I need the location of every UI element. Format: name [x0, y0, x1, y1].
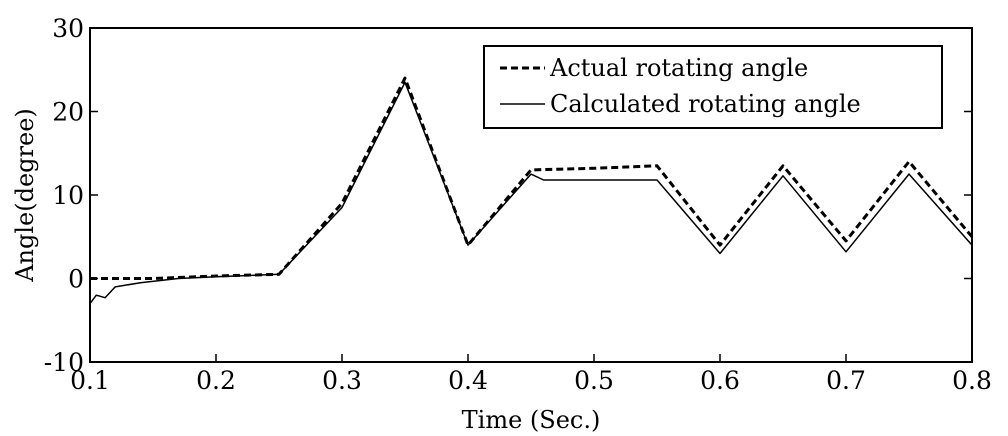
y-tick-label: 20 [52, 98, 84, 127]
series-line-calculated-rotating-angle [89, 81, 973, 305]
series-lines [89, 76, 974, 305]
x-tick-label: 0.3 [322, 366, 362, 395]
legend-box [483, 45, 943, 129]
x-tick-label: 0.7 [826, 366, 866, 395]
x-tick-label: 0.4 [448, 366, 488, 395]
x-tick-label: 0.6 [700, 366, 740, 395]
y-axis-title: Angle(degree) [11, 108, 39, 283]
y-tick-label: 10 [52, 181, 84, 210]
x-tick-label: 0.1 [70, 366, 110, 395]
legend-label-actual: Actual rotating angle [549, 54, 808, 82]
y-tick-label: 0 [68, 265, 84, 294]
legend: Actual rotating angle Calculated rotatin… [483, 45, 943, 129]
y-tick-label: 30 [52, 14, 84, 43]
x-axis-title: Time (Sec.) [462, 406, 601, 434]
x-tick-label: 0.2 [196, 366, 236, 395]
y-tick-label: -10 [44, 348, 84, 377]
x-tick-label: 0.8 [952, 366, 992, 395]
axis-ticks [89, 27, 973, 363]
legend-label-calculated: Calculated rotating angle [550, 90, 861, 118]
x-tick-label: 0.5 [574, 366, 614, 395]
axis-tick-labels: 0.1 0.2 0.3 0.4 0.5 0.6 0.7 0.8 -10 0 10 20 30 [44, 14, 992, 395]
